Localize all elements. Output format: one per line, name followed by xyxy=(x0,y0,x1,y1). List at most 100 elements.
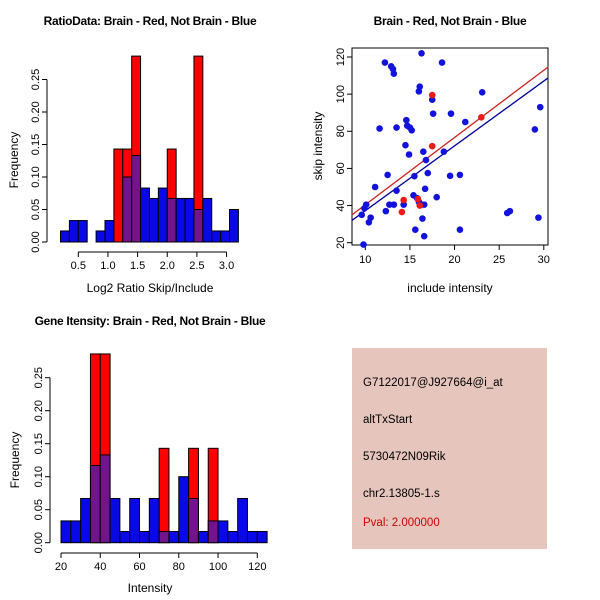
x-tick-label: 40 xyxy=(94,561,106,573)
x-tick-label: 10 xyxy=(359,254,371,266)
gene-intensity-histogram-plot: 0.00 0.05 0.10 0.15 0.20 0.25 20 40 60 80 100 120 xyxy=(33,353,268,573)
y-tick-label: 0.20 xyxy=(33,400,45,421)
scatter-point-blue xyxy=(447,110,455,117)
scatter-point-blue xyxy=(428,96,436,104)
y-tick-label: 20 xyxy=(335,237,347,249)
scatter-point-blue xyxy=(390,201,398,208)
hist-bar-blue xyxy=(175,197,186,243)
scatter-point-blue xyxy=(405,151,413,158)
intensity-scatter-plot: 10 15 20 25 30 20 40 60 80 100 120 xyxy=(335,47,550,266)
y-tick-label: 100 xyxy=(335,85,347,103)
scatter-point-blue xyxy=(440,148,448,156)
hist-bar-blue xyxy=(139,530,150,544)
x-tick-label: 20 xyxy=(55,561,67,573)
scatter-point-red xyxy=(398,208,406,216)
gene-intensity-histogram-y-axis-label: Frequency xyxy=(8,431,22,489)
x-tick-label: 1.0 xyxy=(100,260,115,272)
x-tick-label: 1.5 xyxy=(130,260,145,272)
x-tick-label: 15 xyxy=(404,254,416,266)
scatter-point-blue xyxy=(421,185,429,193)
scatter-point-blue xyxy=(381,59,389,66)
regression-line-red xyxy=(351,66,549,216)
hist-bar-blue xyxy=(202,197,213,243)
scatter-point-blue xyxy=(400,201,407,208)
hist-bar-red xyxy=(113,148,124,243)
y-tick-label: 80 xyxy=(335,125,347,137)
scatter-point-blue xyxy=(419,215,426,222)
scatter-point-blue xyxy=(446,172,454,180)
scatter-point-blue xyxy=(362,201,370,208)
gene-intensity-histogram-panel: 0.00 0.05 0.10 0.15 0.20 0.25 20 40 60 80 100 120 G… xyxy=(0,300,300,600)
x-tick-label: 30 xyxy=(538,254,550,266)
hist-bar-blue xyxy=(80,497,91,544)
intensity-scatter-panel: 10 15 20 25 30 20 40 60 80 100 120 Brain - Red, No… xyxy=(300,0,600,300)
plot-frame xyxy=(351,47,549,246)
hist-bar-blue xyxy=(220,230,231,243)
scatter-point-blue xyxy=(420,232,428,240)
gene-name-text: 5730472N09Rik xyxy=(363,451,446,463)
hist-bar-blue xyxy=(70,520,82,544)
scatter-point-blue xyxy=(461,118,469,126)
scatter-point-blue xyxy=(408,127,416,134)
hist-bar-blue xyxy=(178,476,190,544)
x-tick-label: 3.0 xyxy=(219,260,234,272)
intensity-scatter-y-axis-label: skip intensity xyxy=(311,111,325,181)
scatter-point-red xyxy=(428,142,436,150)
hist-bar-blue xyxy=(140,187,150,243)
gene-intensity-histogram-title: Gene Itensity: Brain - Red, Not Brain - … xyxy=(34,314,266,328)
hist-bar-blue xyxy=(68,220,79,243)
gene-info-panel: G7122017@J927664@i_at altTxStart 5730472… xyxy=(300,300,600,600)
scatter-point-blue xyxy=(382,207,390,215)
scatter-point-blue xyxy=(360,241,367,248)
ratio-histogram-panel: 0.00 0.05 0.10 0.15 0.20 0.25 0.5 1.0 1.5 2.0 2.5 3… xyxy=(0,0,300,300)
scatter-point-blue xyxy=(536,103,544,111)
scatter-point-red xyxy=(400,196,407,204)
scatter-point-blue xyxy=(418,49,425,57)
regression-line-blue xyxy=(351,77,549,221)
hist-bar-blue xyxy=(197,530,209,544)
y-tick-label: 0.25 xyxy=(30,69,42,90)
hist-bar-blue xyxy=(246,530,258,544)
hist-bar-overlap xyxy=(122,176,133,243)
x-tick-label: 60 xyxy=(133,561,145,573)
scatter-point-red xyxy=(416,202,424,209)
gene-info-box: G7122017@J927664@i_at altTxStart 5730472… xyxy=(352,348,547,549)
chromosome-location-text: chr2.13805-1.s xyxy=(363,488,440,500)
ratio-histogram-plot: 0.00 0.05 0.10 0.15 0.20 0.25 0.5 1.0 1.5 2.0 2.5 3… xyxy=(30,55,239,272)
scatter-point-blue xyxy=(478,88,486,96)
y-tick-label: 0.20 xyxy=(30,101,42,122)
hist-bar-blue xyxy=(95,230,106,243)
scatter-point-blue xyxy=(433,193,440,201)
y-tick-label: 0.15 xyxy=(33,433,45,454)
hist-bar-blue xyxy=(211,230,222,243)
scatter-point-blue xyxy=(358,211,366,219)
y-tick-label: 0.10 xyxy=(33,466,45,487)
x-tick-label: 20 xyxy=(448,254,460,266)
hist-bar-blue xyxy=(227,530,239,544)
y-tick-label: 0.00 xyxy=(33,532,45,553)
hist-bar-overlap xyxy=(207,520,219,544)
hist-bar-blue xyxy=(77,220,88,243)
hist-bar-blue xyxy=(237,497,248,544)
hist-bar-overlap xyxy=(166,197,177,243)
hist-bar-blue xyxy=(148,197,159,243)
hist-bar-overlap xyxy=(89,464,101,544)
event-type-text: altTxStart xyxy=(363,414,413,426)
scatter-point-blue xyxy=(390,70,398,78)
y-tick-label: 0.25 xyxy=(33,367,45,388)
scatter-point-blue xyxy=(384,171,391,179)
scatter-point-blue xyxy=(393,187,400,195)
hist-bar-overlap xyxy=(188,497,199,544)
ratio-histogram-y-axis-label: Frequency xyxy=(7,131,21,189)
scatter-point-blue xyxy=(422,156,430,164)
intensity-scatter-title: Brain - Red, Not Brain - Blue xyxy=(373,14,527,28)
hist-bar-overlap xyxy=(193,209,204,243)
y-tick-label: 0.00 xyxy=(30,231,42,252)
hist-bar-blue xyxy=(104,220,115,243)
hist-bar-blue xyxy=(217,520,229,544)
pval-text: Pval: 2.000000 xyxy=(363,517,440,529)
hist-bar-blue xyxy=(184,197,195,243)
hist-bar-blue xyxy=(119,530,131,544)
y-tick-label: 0.05 xyxy=(33,499,45,520)
scatter-point-blue xyxy=(403,116,410,124)
